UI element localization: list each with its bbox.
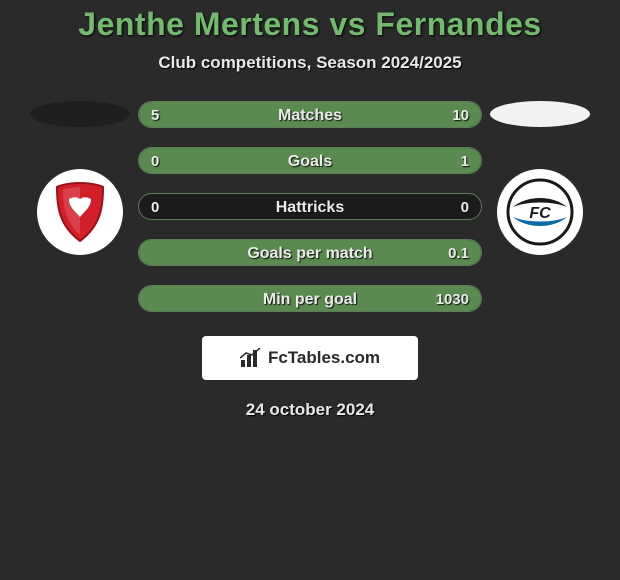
page-title: Jenthe Mertens vs Fernandes <box>0 6 620 43</box>
subtitle: Club competitions, Season 2024/2025 <box>0 53 620 73</box>
stat-bar: Goals per match0.1 <box>138 239 482 266</box>
date-line: 24 october 2024 <box>0 400 620 420</box>
stats-bars: 5Matches100Goals10Hattricks0Goals per ma… <box>138 101 482 312</box>
stat-label: Goals per match <box>139 240 481 266</box>
fc-wil-crest-icon: FC <box>505 177 575 247</box>
stat-value-right: 1030 <box>436 286 469 312</box>
main-row: 5Matches100Goals10Hattricks0Goals per ma… <box>0 101 620 312</box>
right-club-badge: FC <box>497 169 583 255</box>
stat-value-right: 0.1 <box>448 240 469 266</box>
stat-label: Goals <box>139 148 481 174</box>
stat-label: Min per goal <box>139 286 481 312</box>
brand-text: FcTables.com <box>268 348 380 368</box>
stat-bar: 0Goals1 <box>138 147 482 174</box>
comparison-infographic: Jenthe Mertens vs Fernandes Club competi… <box>0 0 620 420</box>
stat-value-right: 0 <box>461 194 469 220</box>
stat-value-right: 10 <box>452 102 469 128</box>
right-player-ellipse <box>490 101 590 127</box>
vaduz-crest-icon <box>45 177 115 247</box>
stat-value-right: 1 <box>461 148 469 174</box>
svg-text:FC: FC <box>529 205 551 222</box>
bar-chart-icon <box>240 348 262 368</box>
right-column: FC <box>490 101 590 255</box>
left-player-ellipse <box>30 101 130 127</box>
brand-box[interactable]: FcTables.com <box>202 336 418 380</box>
left-club-badge <box>37 169 123 255</box>
left-column <box>30 101 130 255</box>
stat-bar: 5Matches10 <box>138 101 482 128</box>
stat-bar: Min per goal1030 <box>138 285 482 312</box>
stat-bar: 0Hattricks0 <box>138 193 482 220</box>
stat-label: Hattricks <box>139 194 481 220</box>
stat-label: Matches <box>139 102 481 128</box>
